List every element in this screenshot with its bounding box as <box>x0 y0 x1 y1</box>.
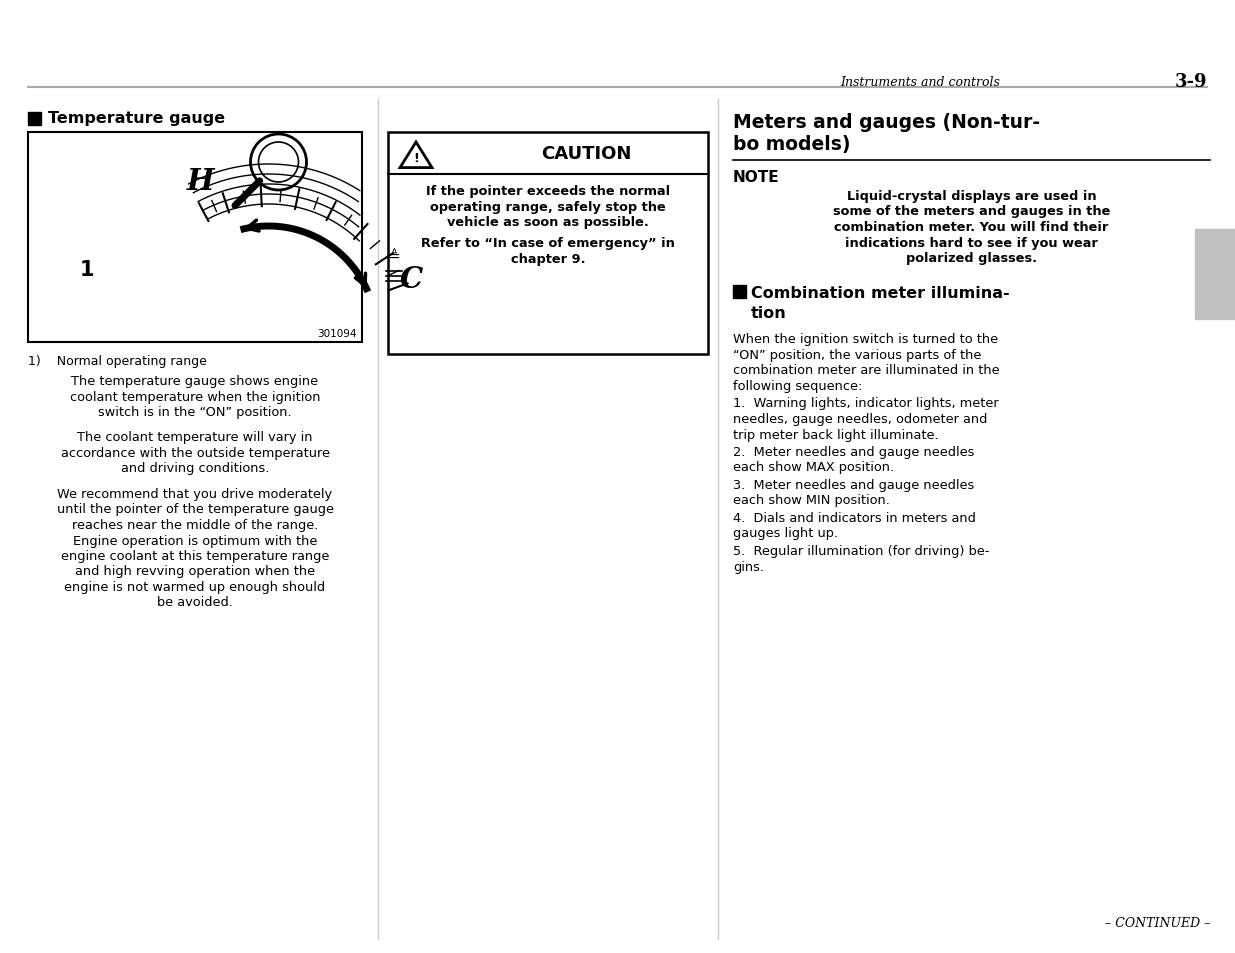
Bar <box>28 112 41 126</box>
Text: operating range, safely stop the: operating range, safely stop the <box>430 200 666 213</box>
Text: If the pointer exceeds the normal: If the pointer exceeds the normal <box>426 185 671 198</box>
Text: switch is in the “ON” position.: switch is in the “ON” position. <box>99 406 291 418</box>
Text: 3.  Meter needles and gauge needles: 3. Meter needles and gauge needles <box>734 478 974 492</box>
Text: accordance with the outside temperature: accordance with the outside temperature <box>61 447 330 459</box>
Text: 4.  Dials and indicators in meters and: 4. Dials and indicators in meters and <box>734 512 976 524</box>
Text: When the ignition switch is turned to the: When the ignition switch is turned to th… <box>734 334 998 346</box>
Text: each show MAX position.: each show MAX position. <box>734 461 894 474</box>
Text: trip meter back light illuminate.: trip meter back light illuminate. <box>734 428 939 441</box>
Text: some of the meters and gauges in the: some of the meters and gauges in the <box>832 205 1110 218</box>
Text: 301094: 301094 <box>317 329 357 338</box>
Bar <box>734 285 746 298</box>
Text: engine is not warmed up enough should: engine is not warmed up enough should <box>64 580 326 594</box>
Text: Combination meter illumina-: Combination meter illumina- <box>751 285 1010 300</box>
Text: Liquid-crystal displays are used in: Liquid-crystal displays are used in <box>847 190 1097 203</box>
Text: following sequence:: following sequence: <box>734 379 862 393</box>
Text: – CONTINUED –: – CONTINUED – <box>1104 916 1210 929</box>
Text: H: H <box>186 167 214 195</box>
Text: 1.  Warning lights, indicator lights, meter: 1. Warning lights, indicator lights, met… <box>734 397 999 410</box>
Text: CAUTION: CAUTION <box>541 145 631 163</box>
Text: Refer to “In case of emergency” in: Refer to “In case of emergency” in <box>421 237 676 251</box>
Text: reaches near the middle of the range.: reaches near the middle of the range. <box>72 518 319 532</box>
Text: chapter 9.: chapter 9. <box>511 253 585 266</box>
Text: each show MIN position.: each show MIN position. <box>734 494 890 507</box>
Polygon shape <box>400 143 432 169</box>
Text: NOTE: NOTE <box>734 170 779 185</box>
Text: “ON” position, the various parts of the: “ON” position, the various parts of the <box>734 349 982 361</box>
Text: 5.  Regular illumination (for driving) be-: 5. Regular illumination (for driving) be… <box>734 544 989 558</box>
Text: 1: 1 <box>80 260 95 280</box>
Text: Instruments and controls: Instruments and controls <box>840 75 1000 89</box>
Text: 1)    Normal operating range: 1) Normal operating range <box>28 355 207 368</box>
Text: and high revving operation when the: and high revving operation when the <box>75 565 315 578</box>
Text: coolant temperature when the ignition: coolant temperature when the ignition <box>69 390 320 403</box>
Bar <box>388 132 708 355</box>
Text: We recommend that you drive moderately: We recommend that you drive moderately <box>58 488 332 500</box>
Text: Meters and gauges (Non-tur-: Meters and gauges (Non-tur- <box>734 112 1040 132</box>
Text: until the pointer of the temperature gauge: until the pointer of the temperature gau… <box>57 503 333 516</box>
Text: gauges light up.: gauges light up. <box>734 527 839 540</box>
Bar <box>1195 230 1235 319</box>
Text: and driving conditions.: and driving conditions. <box>121 462 269 475</box>
Text: The temperature gauge shows engine: The temperature gauge shows engine <box>72 375 319 388</box>
Text: 2.  Meter needles and gauge needles: 2. Meter needles and gauge needles <box>734 446 974 458</box>
Text: ≜: ≜ <box>388 249 400 264</box>
Text: C: C <box>400 265 424 294</box>
Text: needles, gauge needles, odometer and: needles, gauge needles, odometer and <box>734 413 987 426</box>
Text: gins.: gins. <box>734 560 764 573</box>
Text: Engine operation is optimum with the: Engine operation is optimum with the <box>73 534 317 547</box>
Text: be avoided.: be avoided. <box>157 596 233 609</box>
Text: tion: tion <box>751 305 787 320</box>
Text: bo models): bo models) <box>734 135 851 153</box>
Text: engine coolant at this temperature range: engine coolant at this temperature range <box>61 550 330 562</box>
Text: vehicle as soon as possible.: vehicle as soon as possible. <box>447 215 648 229</box>
Text: Temperature gauge: Temperature gauge <box>48 112 225 127</box>
Text: combination meter are illuminated in the: combination meter are illuminated in the <box>734 364 999 377</box>
Text: The coolant temperature will vary in: The coolant temperature will vary in <box>78 431 312 444</box>
Text: polarized glasses.: polarized glasses. <box>906 252 1037 265</box>
Text: !: ! <box>414 152 419 165</box>
Bar <box>28 132 362 343</box>
Text: combination meter. You will find their: combination meter. You will find their <box>835 221 1109 233</box>
Text: indications hard to see if you wear: indications hard to see if you wear <box>845 236 1098 250</box>
Text: 3-9: 3-9 <box>1174 73 1207 91</box>
